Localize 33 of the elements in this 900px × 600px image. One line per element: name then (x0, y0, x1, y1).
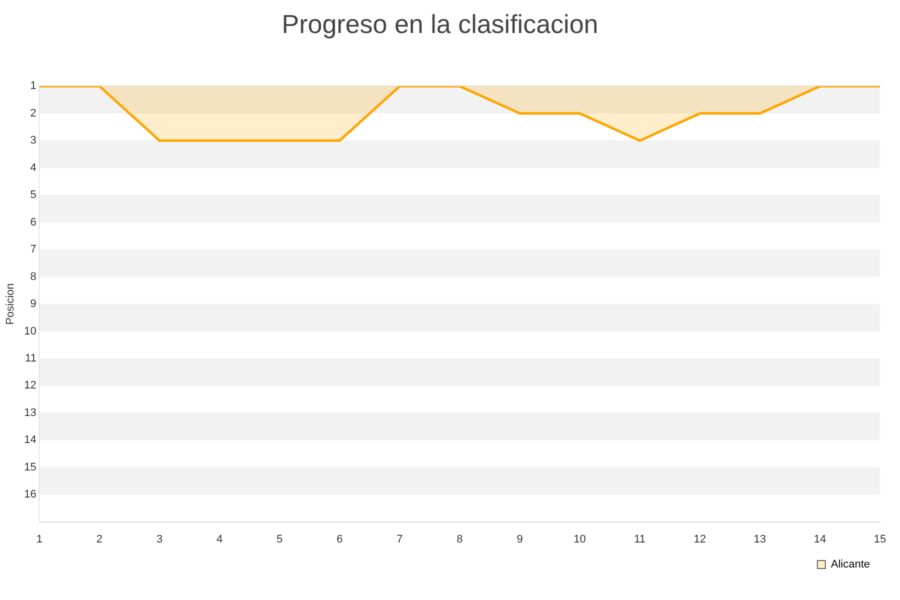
legend-label: Alicante (830, 558, 870, 571)
y-tick-label: 15 (24, 461, 36, 474)
x-tick-label: 5 (276, 533, 283, 546)
y-tick-label: 3 (30, 134, 36, 147)
x-tick-label: 9 (516, 533, 523, 546)
x-tick-label: 6 (336, 533, 343, 546)
y-axis-title: Posicion (4, 283, 17, 325)
y-tick-label: 12 (24, 380, 36, 392)
x-tick-label: 8 (456, 533, 463, 546)
y-tick-label: 14 (24, 434, 36, 446)
x-tick-label: 7 (396, 533, 403, 546)
y-tick-label: 9 (30, 298, 36, 310)
x-tick-label: 11 (634, 533, 646, 546)
y-tick-label: 5 (30, 189, 36, 202)
chart-title: Progreso en la clasificacion (282, 8, 598, 39)
y-tick-label: 7 (30, 244, 36, 256)
x-tick-label: 2 (96, 533, 103, 546)
y-tick-label: 1 (30, 80, 36, 92)
y-tick-label: 6 (30, 216, 36, 228)
y-tick-label: 8 (30, 270, 36, 283)
x-tick-label: 3 (156, 533, 163, 546)
x-tick-label: 10 (574, 533, 586, 546)
x-tick-label: 13 (754, 533, 766, 546)
y-tick-label: 2 (30, 107, 36, 120)
x-tick-label: 15 (874, 533, 886, 546)
x-tick-label: 4 (216, 533, 223, 546)
y-tick-label: 11 (25, 352, 36, 364)
x-tick-label: 12 (694, 533, 706, 546)
y-tick-label: 4 (30, 162, 36, 174)
x-tick-label: 14 (814, 533, 826, 546)
y-tick-label: 16 (24, 488, 36, 501)
y-tick-label: 13 (24, 406, 36, 419)
y-tick-label: 10 (24, 325, 36, 338)
